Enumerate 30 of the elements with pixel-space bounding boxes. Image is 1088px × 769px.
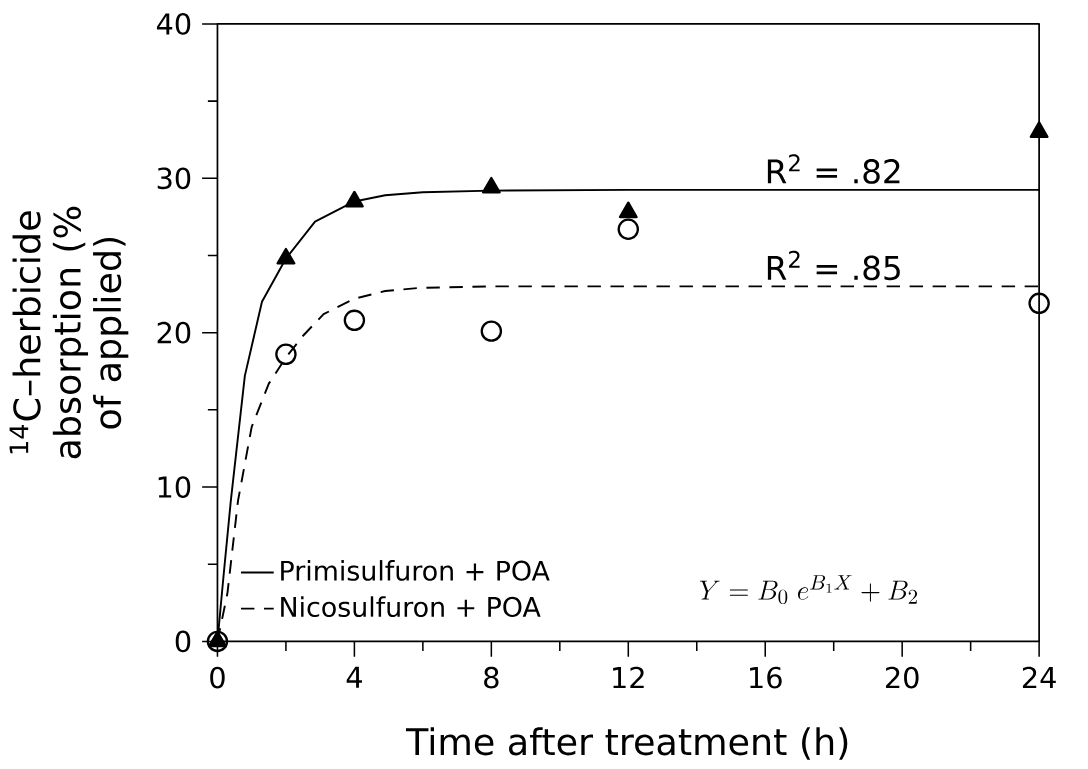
y-tick-label: 30 [157,167,191,190]
point [344,190,364,208]
y-tick-label: 10 [158,476,191,498]
annotation: R$^{2}$ = .82 [767,154,900,184]
x-axis-title: Time after treatment (h) [405,727,848,760]
point [617,218,640,240]
x-tick-label: 4 [346,666,362,688]
point [276,247,296,265]
point [480,320,503,342]
y-tick-label: 20 [157,321,191,344]
x-tick-label: 20 [885,666,919,689]
y-tick-label: 40 [156,12,191,35]
x-tick-label: 0 [210,666,225,689]
point [1028,292,1050,314]
point [1029,121,1049,138]
annotation: R$^{2}$ = .85 [767,250,900,281]
point [618,201,638,219]
x-tick-label: 12 [613,666,644,688]
x-tick-label: 24 [1022,666,1056,688]
y-tick-label: 0 [175,630,191,653]
legend-label: Primisulfuron + POA [281,559,550,581]
point [481,176,501,194]
x-tick-label: 16 [750,666,782,689]
y-axis-title: $^{14}$C–herbicide absorption (% of applied) [9,206,129,459]
point [343,309,366,331]
x-tick-label: 8 [484,666,499,689]
legend-label: Nicosulfuron + POA [281,596,541,617]
annotation: $Y = B_0\;e^{B_1X} + B_2$ [699,575,918,604]
point [206,630,229,653]
point [275,343,297,365]
